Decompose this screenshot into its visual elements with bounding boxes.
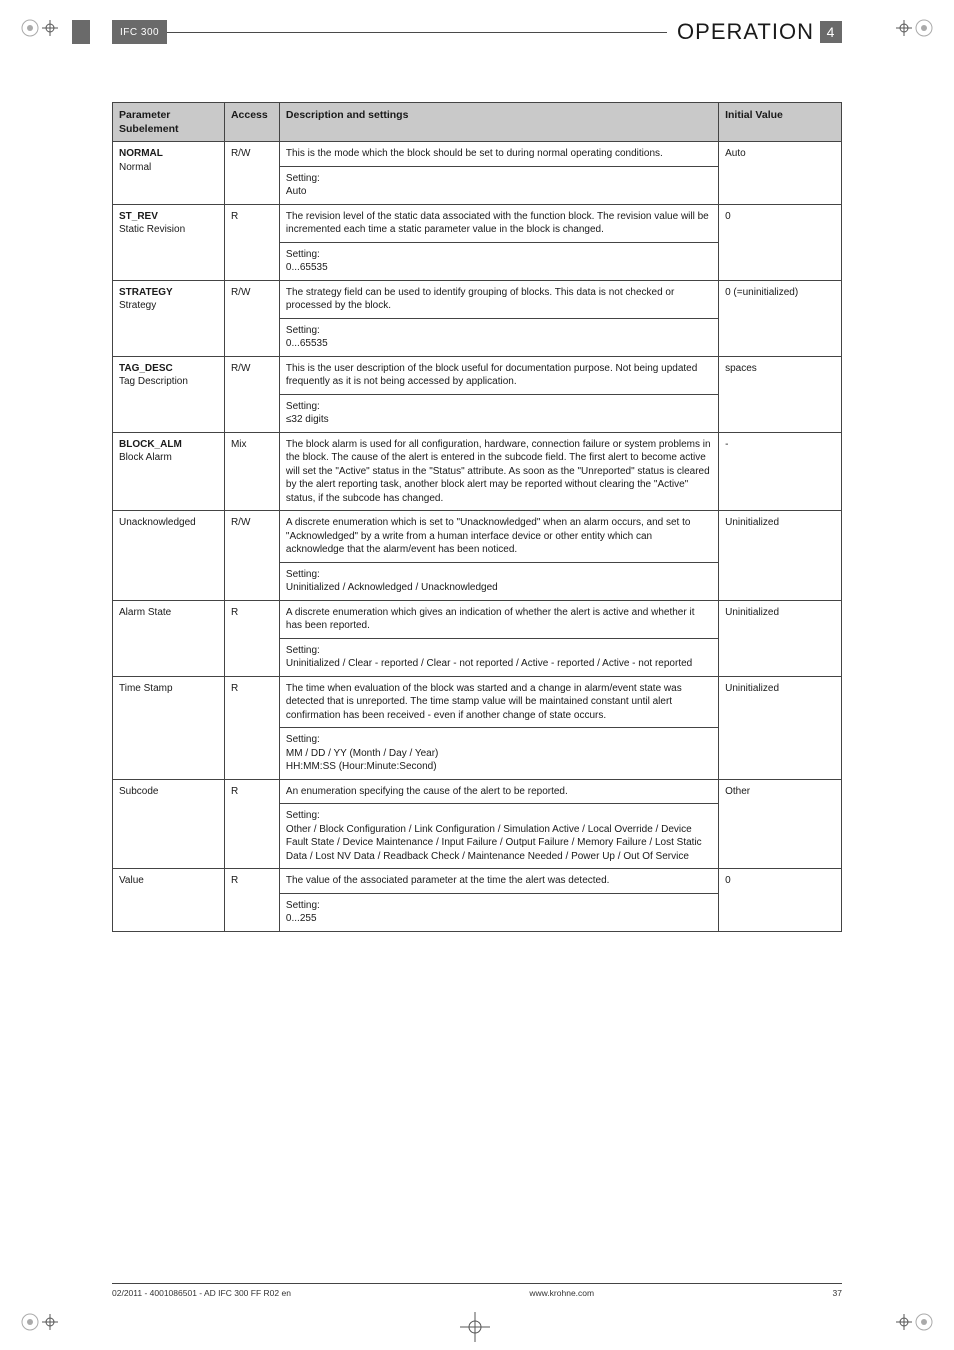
- product-badge: IFC 300: [112, 20, 167, 44]
- param-name: ST_REVStatic Revision: [113, 204, 225, 280]
- param-name: Value: [113, 869, 225, 932]
- page-title: OPERATION 4: [667, 20, 842, 44]
- param-setting: Setting: 0...65535: [279, 242, 718, 280]
- param-desc: The block alarm is used for all configur…: [279, 432, 718, 511]
- param-desc: This is the mode which the block should …: [279, 142, 718, 167]
- param-init: Uninitialized: [719, 511, 842, 601]
- param-init: Uninitialized: [719, 600, 842, 676]
- param-access: Mix: [224, 432, 279, 511]
- section-number-badge: 4: [820, 21, 842, 43]
- param-setting: Setting: ≤32 digits: [279, 394, 718, 432]
- param-access: R: [224, 779, 279, 869]
- param-name: Time Stamp: [113, 676, 225, 779]
- table-row: STRATEGYStrategy R/W The strategy field …: [113, 280, 842, 318]
- param-name: Subcode: [113, 779, 225, 869]
- table-row: Alarm State R A discrete enumeration whi…: [113, 600, 842, 638]
- footer-page-number: 37: [833, 1288, 842, 1298]
- param-init: 0 (=uninitialized): [719, 280, 842, 356]
- param-init: 0: [719, 204, 842, 280]
- param-init: spaces: [719, 356, 842, 432]
- col-initial-value: Initial Value: [719, 103, 842, 142]
- table-row: Value R The value of the associated para…: [113, 869, 842, 894]
- table-row: BLOCK_ALMBlock Alarm Mix The block alarm…: [113, 432, 842, 511]
- crop-mark-bl: [18, 1302, 58, 1342]
- param-init: Uninitialized: [719, 676, 842, 779]
- param-setting: Setting: MM / DD / YY (Month / Day / Yea…: [279, 728, 718, 780]
- param-desc: This is the user description of the bloc…: [279, 356, 718, 394]
- page-header: IFC 300 OPERATION 4: [112, 20, 842, 44]
- param-init: 0: [719, 869, 842, 932]
- crop-mark-tl: [18, 8, 58, 48]
- param-desc: A discrete enumeration which is set to "…: [279, 511, 718, 563]
- param-access: R: [224, 204, 279, 280]
- param-init: -: [719, 432, 842, 511]
- param-name: BLOCK_ALMBlock Alarm: [113, 432, 225, 511]
- param-setting: Setting: Uninitialized / Clear - reporte…: [279, 638, 718, 676]
- param-init: Other: [719, 779, 842, 869]
- footer-doc-id: 02/2011 - 4001086501 - AD IFC 300 FF R02…: [112, 1288, 291, 1298]
- param-setting: Setting: 0...65535: [279, 318, 718, 356]
- table-row: Subcode R An enumeration specifying the …: [113, 779, 842, 804]
- param-name: TAG_DESCTag Description: [113, 356, 225, 432]
- param-setting: Setting: Uninitialized / Acknowledged / …: [279, 562, 718, 600]
- table-header-row: Parameter Subelement Access Description …: [113, 103, 842, 142]
- param-access: R/W: [224, 356, 279, 432]
- page-footer: 02/2011 - 4001086501 - AD IFC 300 FF R02…: [112, 1283, 842, 1298]
- param-name: STRATEGYStrategy: [113, 280, 225, 356]
- table-row: NORMALNormal R/W This is the mode which …: [113, 142, 842, 167]
- param-desc: The revision level of the static data as…: [279, 204, 718, 242]
- param-desc: The strategy field can be used to identi…: [279, 280, 718, 318]
- col-parameter: Parameter Subelement: [113, 103, 225, 142]
- crop-mark-bc: [460, 1312, 490, 1342]
- table-row: ST_REVStatic Revision R The revision lev…: [113, 204, 842, 242]
- param-access: R/W: [224, 280, 279, 356]
- footer-url: www.krohne.com: [529, 1288, 594, 1298]
- page: IFC 300 OPERATION 4 Parameter Subelement…: [0, 0, 954, 1350]
- crop-mark-br: [896, 1302, 936, 1342]
- param-name: NORMALNormal: [113, 142, 225, 205]
- param-access: R/W: [224, 511, 279, 601]
- parameters-table: Parameter Subelement Access Description …: [112, 102, 842, 932]
- param-setting: Setting: Auto: [279, 166, 718, 204]
- param-access: R: [224, 869, 279, 932]
- table-row: Time Stamp R The time when evaluation of…: [113, 676, 842, 728]
- param-name: Unacknowledged: [113, 511, 225, 601]
- param-init: Auto: [719, 142, 842, 205]
- header-accent-box: [72, 20, 90, 44]
- col-access: Access: [224, 103, 279, 142]
- table-row: Unacknowledged R/W A discrete enumeratio…: [113, 511, 842, 563]
- param-setting: Setting: Other / Block Configuration / L…: [279, 804, 718, 869]
- title-text: OPERATION: [677, 19, 814, 45]
- param-desc: The value of the associated parameter at…: [279, 869, 718, 894]
- param-access: R: [224, 600, 279, 676]
- param-access: R/W: [224, 142, 279, 205]
- header-divider: [167, 20, 667, 33]
- param-desc: An enumeration specifying the cause of t…: [279, 779, 718, 804]
- param-setting: Setting: 0...255: [279, 893, 718, 931]
- param-access: R: [224, 676, 279, 779]
- param-desc: The time when evaluation of the block wa…: [279, 676, 718, 728]
- param-name: Alarm State: [113, 600, 225, 676]
- col-description: Description and settings: [279, 103, 718, 142]
- param-desc: A discrete enumeration which gives an in…: [279, 600, 718, 638]
- table-row: TAG_DESCTag Description R/W This is the …: [113, 356, 842, 394]
- crop-mark-tr: [896, 8, 936, 48]
